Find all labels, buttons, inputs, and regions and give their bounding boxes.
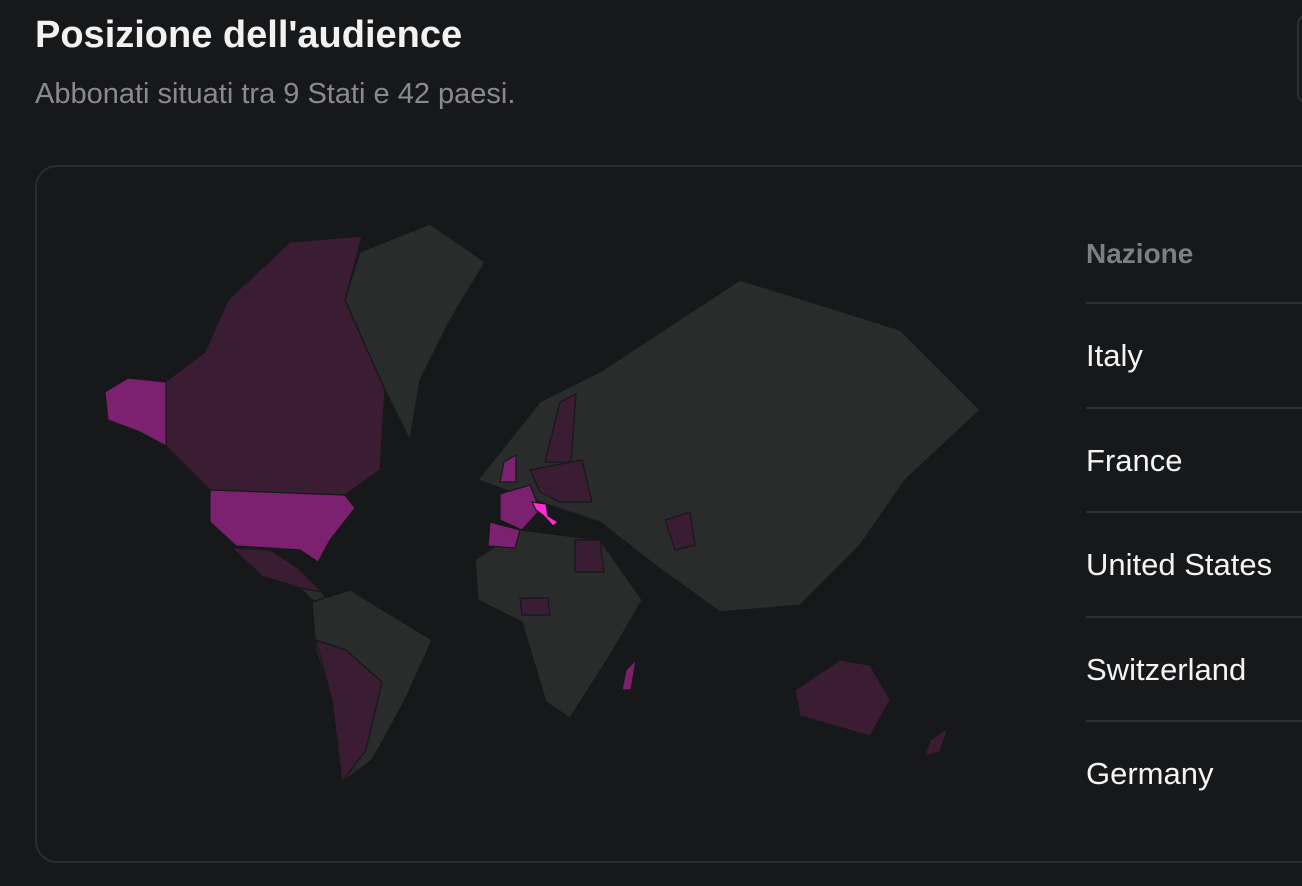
subtitle: Abbonati situati tra 9 Stati e 42 paesi. (35, 78, 516, 110)
east-europe (529, 459, 593, 503)
table-header: Nazione (1086, 220, 1302, 304)
title: Posizione dell'audience (35, 14, 463, 56)
canada (164, 235, 386, 496)
table-row: United States (1086, 513, 1302, 618)
france (499, 484, 541, 531)
table-row: France (1086, 409, 1302, 513)
scandinavia (544, 393, 577, 463)
card (35, 165, 1302, 863)
eurasia (477, 279, 981, 613)
button[interactable] (1297, 14, 1302, 104)
egypt (574, 539, 605, 573)
table-row: Italy (1086, 304, 1302, 409)
table-row: Germany (1086, 756, 1214, 791)
uk (499, 454, 517, 483)
table-row: Switzerland (1086, 618, 1302, 722)
central-africa (519, 597, 551, 616)
africa (474, 529, 643, 719)
alaska (104, 377, 167, 447)
madagascar (621, 659, 637, 691)
spain (487, 521, 521, 549)
country-table: Nazione Italy France United States Switz… (1086, 220, 1302, 827)
new-zealand (924, 727, 949, 757)
italy (531, 501, 559, 527)
chile-argentina (315, 639, 383, 783)
pakistan (664, 511, 696, 551)
greenland (344, 223, 486, 441)
world-map (104, 223, 981, 783)
usa (209, 489, 356, 563)
australia (794, 659, 891, 737)
